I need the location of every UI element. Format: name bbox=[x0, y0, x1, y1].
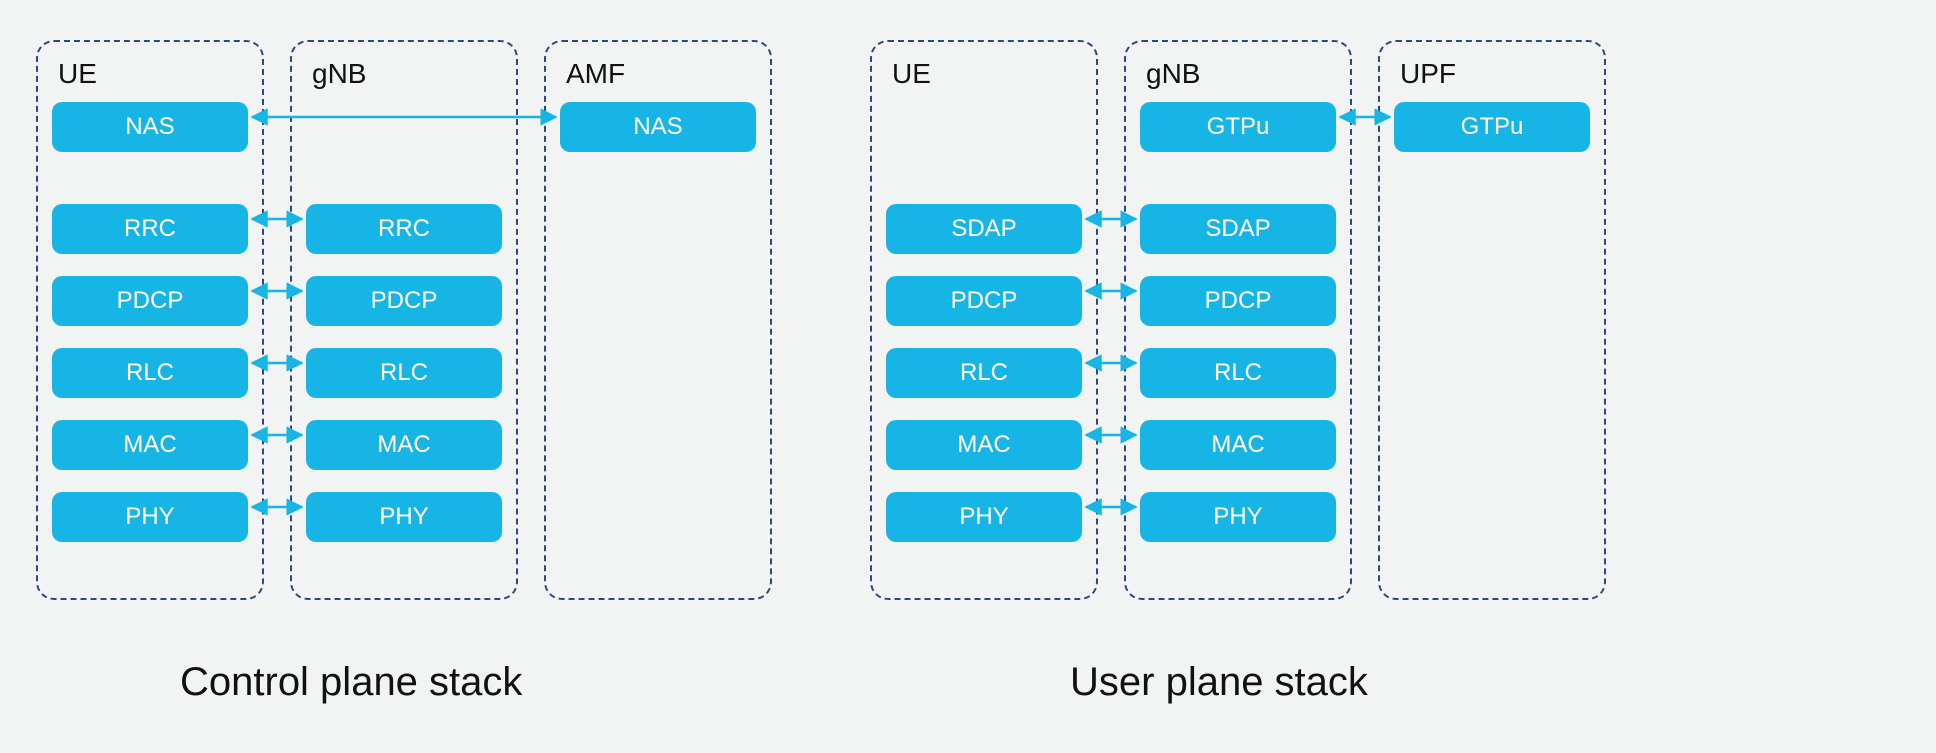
column-cp-amf: AMF NAS bbox=[544, 40, 772, 600]
layer-mac: MAC bbox=[1140, 420, 1336, 470]
column-up-gnb: gNB GTPu SDAP PDCP RLC MAC PHY bbox=[1124, 40, 1352, 600]
layer-pdcp: PDCP bbox=[52, 276, 248, 326]
layer-phy: PHY bbox=[886, 492, 1082, 542]
column-cp-gnb: gNB RRC PDCP RLC MAC PHY bbox=[290, 40, 518, 600]
layer-pdcp: PDCP bbox=[1140, 276, 1336, 326]
column-cp-ue: UE NAS RRC PDCP RLC MAC PHY bbox=[36, 40, 264, 600]
layer-rlc: RLC bbox=[886, 348, 1082, 398]
caption-user-plane: User plane stack bbox=[1070, 660, 1368, 705]
layer-sdap: SDAP bbox=[886, 204, 1082, 254]
column-title: UE bbox=[58, 58, 248, 90]
layer-nas: NAS bbox=[560, 102, 756, 152]
column-title: gNB bbox=[1146, 58, 1336, 90]
layer-rlc: RLC bbox=[1140, 348, 1336, 398]
layer-rrc: RRC bbox=[306, 204, 502, 254]
column-title: AMF bbox=[566, 58, 756, 90]
layer-phy: PHY bbox=[52, 492, 248, 542]
layer-mac: MAC bbox=[52, 420, 248, 470]
layer-mac: MAC bbox=[306, 420, 502, 470]
layer-gtpu: GTPu bbox=[1140, 102, 1336, 152]
layer-gtpu: GTPu bbox=[1394, 102, 1590, 152]
layer-rrc: RRC bbox=[52, 204, 248, 254]
layer-phy: PHY bbox=[1140, 492, 1336, 542]
layer-rlc: RLC bbox=[306, 348, 502, 398]
caption-control-plane: Control plane stack bbox=[180, 660, 522, 705]
column-title: UE bbox=[892, 58, 1082, 90]
layer-nas: NAS bbox=[52, 102, 248, 152]
layer-phy: PHY bbox=[306, 492, 502, 542]
layer-rlc: RLC bbox=[52, 348, 248, 398]
column-up-ue: UE SDAP PDCP RLC MAC PHY bbox=[870, 40, 1098, 600]
column-title: UPF bbox=[1400, 58, 1590, 90]
column-title: gNB bbox=[312, 58, 502, 90]
column-up-upf: UPF GTPu bbox=[1378, 40, 1606, 600]
layer-sdap: SDAP bbox=[1140, 204, 1336, 254]
layer-pdcp: PDCP bbox=[306, 276, 502, 326]
layer-mac: MAC bbox=[886, 420, 1082, 470]
layer-pdcp: PDCP bbox=[886, 276, 1082, 326]
